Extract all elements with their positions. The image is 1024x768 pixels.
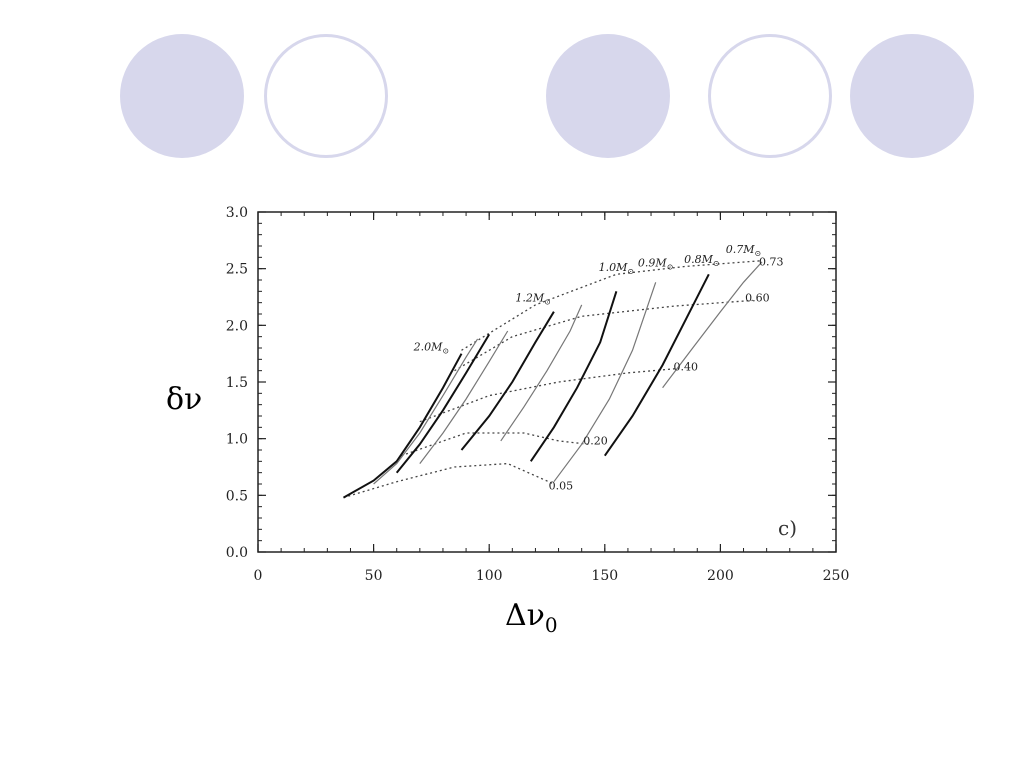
y-tick-label: 2.5 [226, 262, 248, 278]
circle-1 [120, 34, 244, 158]
y-tick-label: 0.0 [226, 545, 248, 561]
mass-label: 0.9M⊙ [638, 256, 673, 271]
mass-label-subscript: ⊙ [755, 249, 762, 258]
x-axis-label: Δν [505, 598, 545, 633]
x-axis-subscript: 0 [544, 613, 558, 637]
mass-label-subscript: ⊙ [713, 259, 720, 268]
y-tick-label: 3.0 [226, 205, 248, 221]
x-tick-label: 100 [476, 568, 503, 584]
track-line [343, 353, 463, 499]
circle-5 [850, 34, 974, 158]
mass-label-subscript: ⊙ [442, 346, 449, 355]
circle-3 [546, 34, 670, 158]
age-label: 0.60 [745, 292, 770, 305]
track-line [553, 282, 657, 483]
track-line [529, 290, 618, 462]
y-tick-label: 1.5 [226, 375, 248, 391]
mass-label: 0.7M⊙ [726, 243, 761, 258]
age-label: 0.73 [759, 255, 784, 268]
age-label: 0.40 [673, 361, 698, 374]
track-line [662, 261, 763, 389]
x-tick-label: 0 [254, 568, 263, 584]
x-tick-label: 150 [591, 568, 618, 584]
mass-label-subscript: ⊙ [627, 267, 634, 276]
age-label: 0.05 [549, 480, 574, 493]
y-tick-label: 0.5 [226, 488, 248, 504]
x-tick-label: 50 [365, 568, 383, 584]
track-line [395, 333, 491, 474]
mass-label: 1.0M⊙ [599, 261, 634, 276]
isochrone-line [454, 299, 753, 372]
mass-label: 2.0M⊙ [413, 340, 449, 355]
y-axis-title: δν [166, 382, 202, 417]
y-tick-label: 2.0 [226, 318, 248, 334]
mass-label: 1.2M⊙ [515, 292, 550, 307]
track-line [603, 273, 710, 457]
y-tick-label: 1.0 [226, 432, 248, 448]
isochrone-line [419, 367, 679, 423]
mass-label: 0.8M⊙ [684, 253, 719, 268]
x-tick-label: 200 [707, 568, 734, 584]
isochrone-line [401, 432, 589, 457]
x-axis-title: Δν0 [505, 598, 558, 637]
circle-2 [264, 34, 388, 158]
age-label: 0.20 [583, 434, 608, 447]
plot-frame [257, 211, 837, 553]
mass-label-subscript: ⊙ [544, 298, 551, 307]
track-line [500, 304, 583, 442]
circle-4 [708, 34, 832, 158]
track-line [460, 311, 555, 451]
track-line [373, 338, 479, 485]
track-line [419, 330, 509, 464]
y-axis-label: δν [166, 382, 203, 417]
mass-label-subscript: ⊙ [667, 262, 674, 271]
isochrone-line [343, 462, 555, 499]
x-tick-label: 250 [823, 568, 850, 584]
panel-label: c) [778, 516, 797, 540]
